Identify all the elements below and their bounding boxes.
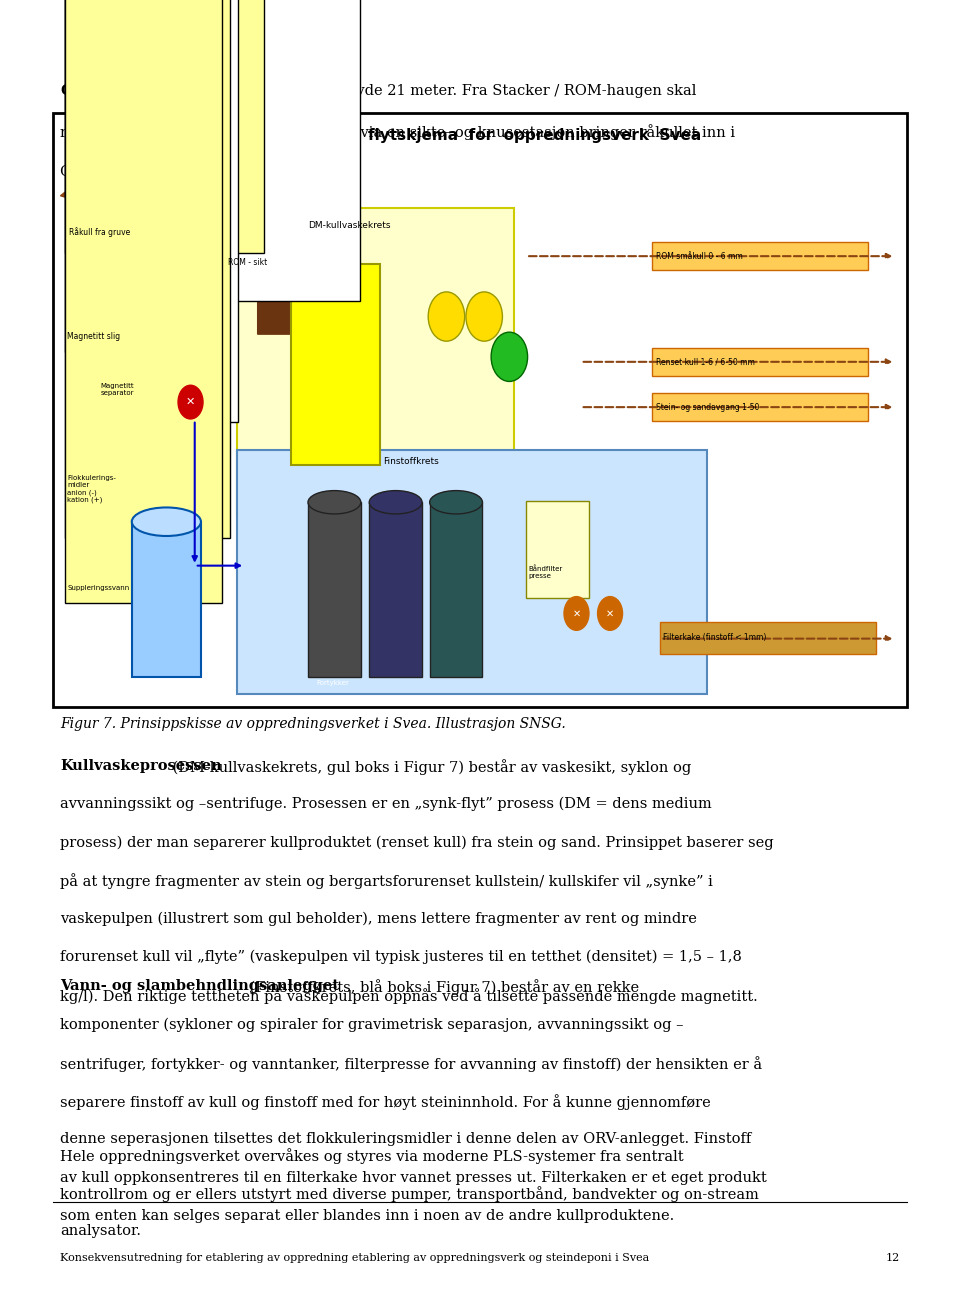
- Polygon shape: [260, 201, 291, 257]
- Text: Stein- og sandavgang 1-50: Stein- og sandavgang 1-50: [657, 402, 759, 411]
- Circle shape: [466, 292, 502, 341]
- FancyBboxPatch shape: [526, 501, 588, 598]
- Text: Suppleringssvann: Suppleringssvann: [67, 585, 130, 590]
- Text: ✕: ✕: [572, 608, 581, 619]
- Circle shape: [597, 597, 622, 630]
- Text: (Finstoffkrets, blå boks i Figur 7) består av en rekke: (Finstoffkrets, blå boks i Figur 7) best…: [245, 979, 639, 995]
- FancyBboxPatch shape: [652, 348, 868, 376]
- Ellipse shape: [132, 507, 201, 536]
- Text: ✕: ✕: [186, 397, 195, 407]
- Circle shape: [428, 292, 465, 341]
- Text: Figur 7. Prinsippskisse av oppredningsverket i Svea. Illustrasjon SNSG.: Figur 7. Prinsippskisse av oppredningsve…: [60, 717, 566, 732]
- Polygon shape: [257, 201, 308, 335]
- FancyBboxPatch shape: [237, 450, 707, 694]
- Text: Hele oppredningsverket overvåkes og styres via moderne PLS-systemer fra sentralt: Hele oppredningsverket overvåkes og styr…: [60, 1148, 684, 1163]
- Text: avvanningssikt og –sentrifuge. Prosessen er en „synk-flyt” prosess (DM = dens me: avvanningssikt og –sentrifuge. Prosessen…: [60, 796, 712, 812]
- FancyBboxPatch shape: [98, 0, 238, 423]
- Ellipse shape: [430, 490, 483, 514]
- Circle shape: [178, 385, 203, 419]
- Text: komponenter (sykloner og spiraler for gravimetrisk separasjon, avvanningssikt og: komponenter (sykloner og spiraler for gr…: [60, 1017, 684, 1032]
- Text: forurenset kull vil „flyte” (vaskepulpen vil typisk justeres til en tetthet (den: forurenset kull vil „flyte” (vaskepulpen…: [60, 949, 742, 965]
- Text: denne seperasjonen tilsettes det flokkuleringsmidler i denne delen av ORV-anlegg: denne seperasjonen tilsettes det flokkul…: [60, 1132, 752, 1147]
- FancyBboxPatch shape: [430, 502, 483, 677]
- Text: kg/l). Den riktige tettheten på vaskepulpen oppnås ved å tilsette passende mengd: kg/l). Den riktige tettheten på vaskepul…: [60, 988, 758, 1004]
- Text: har grunnflate 30 x 40 m og høyde 21 meter. Fra Stacker / ROM-haugen skal: har grunnflate 30 x 40 m og høyde 21 met…: [120, 84, 696, 99]
- Text: på at tyngre fragmenter av stein og bergartsforurenset kullstein/ kullskifer vil: på at tyngre fragmenter av stein og berg…: [60, 874, 713, 890]
- Text: ROM småkull 0 - 6 mm: ROM småkull 0 - 6 mm: [657, 252, 743, 261]
- Text: Finstoffkrets: Finstoffkrets: [383, 458, 440, 467]
- Text: ROM - sikt: ROM - sikt: [228, 258, 268, 267]
- Ellipse shape: [370, 490, 422, 514]
- Text: Kullvaskeprosessen: Kullvaskeprosessen: [60, 759, 222, 773]
- FancyBboxPatch shape: [64, 0, 204, 351]
- Text: av kull oppkonsentreres til en filterkake hvor vannet presses ut. Filterkaken er: av kull oppkonsentreres til en filterkak…: [60, 1170, 767, 1184]
- Circle shape: [564, 597, 589, 630]
- Text: Prinsippielt  flytskjema  for  oppredningsverk  Svea: Prinsippielt flytskjema for oppredningsv…: [259, 128, 701, 144]
- FancyBboxPatch shape: [224, 0, 360, 301]
- FancyBboxPatch shape: [237, 209, 514, 515]
- Text: kontrollrom og er ellers utstyrt med diverse pumper, transportbånd, bandvekter o: kontrollrom og er ellers utstyrt med div…: [60, 1185, 759, 1202]
- Text: Magnetitt slig: Magnetitt slig: [67, 332, 120, 341]
- FancyBboxPatch shape: [660, 621, 876, 654]
- Polygon shape: [60, 185, 283, 257]
- Text: DM-kullvaskekrets: DM-kullvaskekrets: [308, 220, 391, 230]
- Text: Råkull fra gruve: Råkull fra gruve: [69, 227, 131, 237]
- Text: Båndfilter
presse: Båndfilter presse: [529, 565, 563, 580]
- Text: prosess) der man separerer kullproduktet (renset kull) fra stein og sand. Prinsi: prosess) der man separerer kullproduktet…: [60, 835, 774, 850]
- Ellipse shape: [308, 490, 361, 514]
- Text: vaskepulpen (illustrert som gul beholder), mens lettere fragmenter av rent og mi: vaskepulpen (illustrert som gul beholder…: [60, 912, 697, 926]
- Text: Renset kull 1-6 / 6-50 mm: Renset kull 1-6 / 6-50 mm: [657, 358, 756, 366]
- FancyBboxPatch shape: [64, 0, 264, 253]
- Text: Vann- og slambehndlingsanlegget: Vann- og slambehndlingsanlegget: [60, 979, 340, 994]
- FancyBboxPatch shape: [53, 113, 907, 707]
- Text: ORV-bygget: ORV-bygget: [60, 84, 156, 99]
- FancyBboxPatch shape: [132, 521, 201, 677]
- FancyBboxPatch shape: [652, 393, 868, 422]
- Text: (DM-kullvaskekrets, gul boks i Figur 7) består av vaskesikt, syklon og: (DM-kullvaskekrets, gul boks i Figur 7) …: [168, 759, 691, 774]
- Text: 12: 12: [885, 1253, 900, 1263]
- Text: råkullet mates ut på transportbånd som via en sikte- og knusestasjon bringer råk: råkullet mates ut på transportbånd som v…: [60, 125, 735, 140]
- Text: Flokkulerings-
midler
anion (-)
kation (+): Flokkulerings- midler anion (-) kation (…: [67, 475, 116, 503]
- Text: Fortykker: Fortykker: [317, 681, 349, 686]
- FancyBboxPatch shape: [370, 502, 422, 677]
- Text: ORV hvor selve kullvaskingen foretas.: ORV hvor selve kullvaskingen foretas.: [60, 165, 343, 179]
- FancyBboxPatch shape: [308, 502, 361, 677]
- Text: Magnetitt
separator: Magnetitt separator: [101, 384, 134, 397]
- FancyBboxPatch shape: [291, 265, 379, 466]
- FancyBboxPatch shape: [64, 0, 222, 603]
- Text: separere finstoff av kull og finstoff med for høyt steininnhold. For å kunne gje: separere finstoff av kull og finstoff me…: [60, 1095, 711, 1110]
- FancyBboxPatch shape: [64, 0, 230, 538]
- Circle shape: [492, 332, 528, 381]
- Text: analysator.: analysator.: [60, 1224, 141, 1239]
- Text: Filterkake (finstoff < 1mm): Filterkake (finstoff < 1mm): [663, 633, 766, 642]
- FancyBboxPatch shape: [652, 241, 868, 271]
- Text: Konsekvensutredning for etablering av oppredning etablering av oppredningsverk o: Konsekvensutredning for etablering av op…: [60, 1253, 650, 1263]
- Text: ✕: ✕: [606, 608, 614, 619]
- Text: sentrifuger, fortykker- og vanntanker, filterpresse for avvanning av finstoff) d: sentrifuger, fortykker- og vanntanker, f…: [60, 1056, 762, 1071]
- Text: som enten kan selges separat eller blandes inn i noen av de andre kullproduktene: som enten kan selges separat eller bland…: [60, 1209, 675, 1223]
